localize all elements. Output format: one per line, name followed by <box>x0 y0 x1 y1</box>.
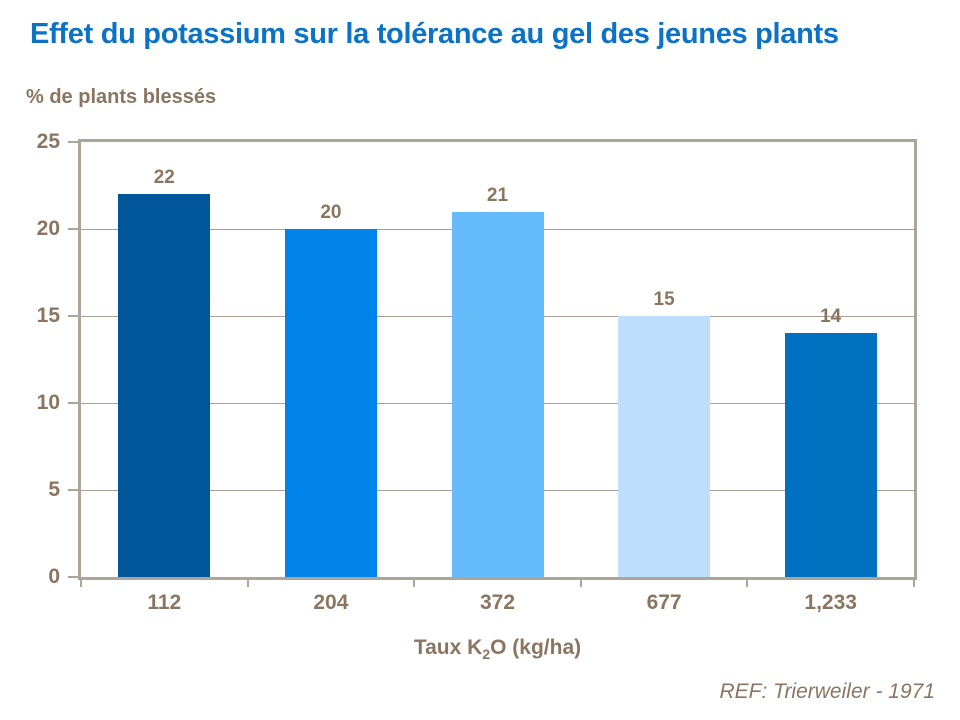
ytick-label: 5 <box>48 478 60 501</box>
bar-value-label: 14 <box>820 306 842 328</box>
y-tick-mark <box>68 228 78 230</box>
y-axis-title: % de plants blessés <box>26 86 217 108</box>
ytick-label: 0 <box>48 565 60 588</box>
bar <box>451 211 544 577</box>
y-tick-mark <box>68 315 78 317</box>
y-tick-mark <box>68 141 78 143</box>
x-axis-title-suffix: O (kg/ha) <box>490 636 582 659</box>
xtick-label: 372 <box>479 591 516 614</box>
chart-title: Effet du potassium sur la tolérance au g… <box>30 18 839 50</box>
bar <box>284 229 377 577</box>
x-axis-title-prefix: Taux K <box>413 636 483 659</box>
y-tick-mark <box>68 489 78 491</box>
bar-value-label: 22 <box>153 167 175 189</box>
reference-text: REF: Trierweiler - 1971 <box>719 680 936 703</box>
y-tick-mark <box>68 576 78 578</box>
plot-area: 22 20 21 15 14 <box>78 139 917 580</box>
bar <box>118 194 211 577</box>
xtick-label: 1,233 <box>804 591 857 614</box>
xtick-label: 112 <box>147 591 182 614</box>
bar-value-label: 15 <box>653 289 675 310</box>
bar-value-label: 20 <box>320 202 342 223</box>
xtick-label: 204 <box>313 591 349 614</box>
x-axis-title-subscript: 2 <box>482 646 491 663</box>
ytick-label: 20 <box>36 217 60 240</box>
ytick-label: 10 <box>36 391 60 414</box>
bar <box>618 316 711 577</box>
bar <box>784 333 877 577</box>
ytick-label: 15 <box>36 304 60 327</box>
xtick-label: 677 <box>646 591 682 614</box>
y-tick-mark <box>68 402 78 404</box>
bar-value-label: 21 <box>486 184 509 206</box>
x-axis-title: Taux K2O (kg/ha) <box>78 636 917 663</box>
ytick-label: 25 <box>36 130 60 153</box>
